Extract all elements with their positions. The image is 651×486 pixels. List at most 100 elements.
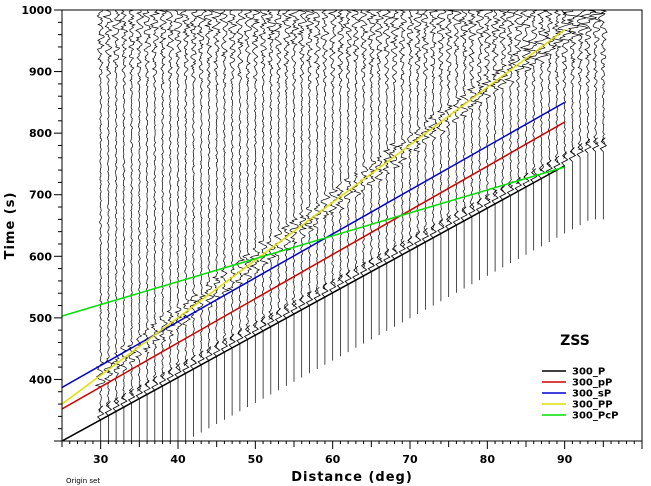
seismogram-trace [542, 10, 557, 168]
p-arrival-pulse [437, 219, 445, 234]
seismogram-trace [149, 10, 161, 384]
legend-label-300_P: 300_P [572, 367, 605, 378]
x-tick-label: 70 [402, 453, 418, 466]
seismogram-trace [411, 10, 423, 239]
p-arrival-pulse [236, 329, 244, 344]
y-tick-label: 500 [29, 312, 52, 325]
plot-frame [61, 9, 643, 442]
p-arrival-pulse [352, 265, 360, 281]
seismogram-trace [311, 10, 321, 295]
p-arrival-pulse [189, 354, 198, 370]
x-tick-label: 90 [557, 453, 573, 466]
seismogram-traces [94, 10, 608, 441]
p-arrival-pulse [158, 371, 167, 387]
seismogram-trace [350, 10, 362, 273]
seismogram-trace [556, 10, 573, 159]
p-arrival-pulse [212, 342, 221, 357]
p-arrival-pulse [429, 223, 437, 239]
p-arrival-pulse [259, 316, 267, 332]
p-arrival-pulse [112, 397, 120, 412]
y-tick-label: 400 [29, 373, 52, 386]
p-arrival-pulse [321, 282, 329, 298]
p-arrival-pulse [591, 137, 600, 152]
p-arrival-pulse [220, 337, 229, 353]
p-arrival-pulse [576, 143, 584, 158]
p-arrival-pulse [506, 181, 515, 196]
p-arrival-pulse [96, 405, 105, 421]
seismogram-trace [296, 10, 308, 303]
legend-label-300_PP: 300_PP [572, 400, 613, 411]
seismogram-trace [420, 10, 431, 235]
p-arrival-pulse [468, 202, 476, 217]
legend-title: ZSS [560, 333, 590, 349]
x-axis-ticks: 30 40 50 60 70 80 90 [61, 441, 643, 466]
travel-time-curve-300_PcP [62, 166, 565, 317]
seismogram-trace [273, 10, 284, 316]
seismogram-trace [396, 10, 407, 248]
p-arrival-pulse [104, 401, 113, 416]
y-axis-ticks: 400 500 600 700 800 900 1000 [21, 4, 62, 442]
p-arrival-pulse [298, 295, 306, 311]
p-arrival-pulse [390, 244, 399, 260]
p-arrival-pulse [120, 392, 128, 408]
seismogram-trace [126, 10, 137, 396]
p-arrival-pulse [267, 312, 275, 327]
x-tick-label: 60 [325, 453, 341, 466]
seismogram-trace [374, 10, 384, 261]
travel-time-curve-300_PP [62, 29, 566, 405]
seismogram-trace [435, 10, 447, 227]
seismogram-trace [365, 10, 378, 265]
seismogram-trace [226, 10, 238, 341]
p-arrival-pulse [313, 286, 321, 302]
seismogram-trace [173, 10, 184, 371]
p-arrival-pulse [359, 261, 368, 277]
seismogram-trace [466, 10, 477, 210]
seismogram-trace [158, 10, 168, 379]
p-arrival-pulse [197, 350, 205, 366]
seismogram-trace [381, 10, 393, 256]
p-arrival-pulse [282, 303, 291, 319]
seismogram-trace [327, 10, 339, 286]
seismogram-trace [235, 10, 246, 337]
seismogram-trace [281, 10, 293, 311]
x-tick-label: 30 [93, 453, 109, 466]
seismogram-trace [203, 10, 215, 354]
y-tick-label: 800 [29, 127, 52, 140]
seismogram-trace [102, 10, 114, 409]
p-arrival-pulse [174, 363, 182, 378]
p-arrival-pulse [491, 189, 499, 205]
p-arrival-pulse [560, 151, 569, 167]
seismogram-trace [358, 10, 369, 269]
p-arrival-pulse [475, 198, 484, 213]
seismogram-trace [264, 10, 277, 320]
seismogram-trace [257, 10, 269, 324]
seismogram-trace [210, 10, 222, 350]
seismogram-trace [179, 10, 191, 367]
seismogram-trace [134, 10, 145, 392]
seismogram-trace [480, 10, 494, 201]
travel-time-curve-300_pP [62, 121, 566, 410]
p-arrival-pulse [305, 291, 314, 306]
p-arrival-pulse [553, 155, 561, 171]
seismogram-trace [219, 10, 230, 345]
seismogram-trace [444, 10, 454, 223]
p-arrival-pulse [584, 138, 592, 154]
p-arrival-pulse [205, 346, 213, 361]
legend-label-300_pP: 300_pP [572, 378, 612, 389]
p-arrival-pulse [421, 227, 430, 243]
seismogram-trace [189, 10, 199, 362]
seismogram-trace [562, 10, 581, 155]
y-axis-label: Time (s) [3, 192, 18, 260]
seismogram-trace [427, 10, 439, 231]
p-arrival-pulse [599, 137, 608, 152]
p-arrival-pulse [414, 231, 422, 247]
p-arrival-pulse [522, 172, 530, 188]
seismogram-trace [335, 10, 346, 282]
p-arrival-pulse [568, 147, 577, 162]
p-arrival-pulse [290, 299, 298, 315]
seismogram-trace [111, 10, 122, 405]
seismogram-trace [388, 10, 401, 252]
p-arrival-pulse [151, 375, 159, 391]
